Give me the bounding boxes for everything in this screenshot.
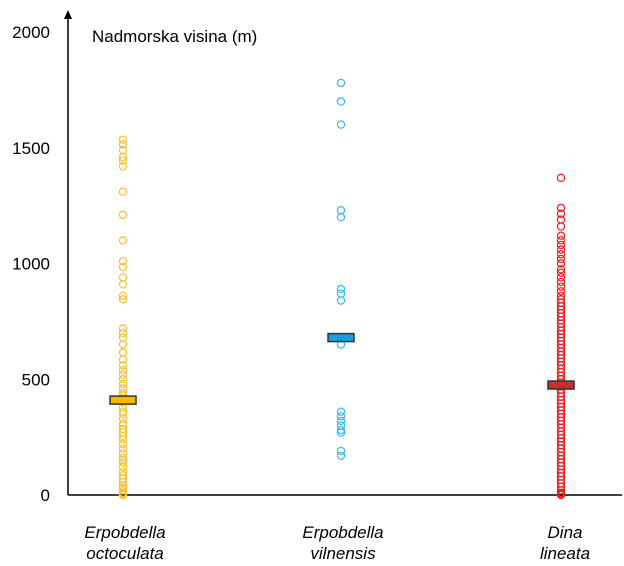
data-point (118, 486, 128, 495)
category-label-line1: Dina (547, 523, 583, 542)
data-point (118, 444, 128, 453)
y-tick-label: 2000 (12, 23, 50, 42)
data-point (336, 212, 346, 222)
data-point (336, 120, 346, 129)
category-label-line1: Erpobdella (302, 523, 384, 542)
data-point (118, 140, 128, 149)
category-label-line1: Erpobdella (84, 523, 166, 542)
data-points (118, 78, 566, 500)
data-point (556, 240, 566, 250)
data-point (556, 254, 566, 264)
data-point (556, 486, 566, 495)
data-point (118, 478, 128, 487)
data-point (118, 152, 128, 162)
data-point (118, 439, 128, 449)
data-point (556, 236, 566, 245)
data-point (118, 340, 128, 349)
data-point (118, 210, 128, 220)
data-point (556, 273, 566, 282)
data-point (556, 173, 566, 183)
data-point (118, 375, 128, 384)
data-point (336, 78, 346, 88)
data-point (118, 333, 128, 342)
data-point (118, 409, 128, 419)
data-point (556, 245, 566, 254)
data-point (118, 162, 128, 171)
data-point (336, 428, 346, 437)
axes: Nadmorska visina (m) (64, 10, 622, 496)
data-point (336, 425, 346, 435)
data-point (336, 407, 346, 416)
category-label-line2: lineata (539, 544, 591, 563)
y-tick-label: 500 (22, 370, 50, 389)
data-point (118, 273, 128, 282)
data-point (118, 135, 128, 144)
data-point (118, 370, 128, 379)
category-label-erpobdella-vilnensis: Erpobdella vilnensis (278, 522, 408, 564)
data-point (118, 365, 128, 375)
data-point (118, 463, 128, 472)
data-point (118, 291, 128, 301)
data-point (556, 250, 566, 259)
data-point (336, 296, 346, 305)
median-marker (109, 395, 137, 405)
data-point (118, 379, 128, 389)
category-label-line2: octoculata (86, 544, 164, 563)
data-point (118, 490, 128, 500)
data-point (118, 435, 128, 444)
data-point (118, 355, 128, 364)
data-point (118, 187, 128, 196)
median-marker (547, 380, 575, 390)
data-point (336, 446, 346, 456)
data-point (118, 431, 128, 441)
data-point (336, 416, 346, 426)
data-point (336, 97, 346, 106)
data-point (556, 231, 566, 240)
data-point (118, 262, 128, 272)
data-point (336, 206, 346, 215)
data-point (556, 268, 566, 277)
data-point (556, 209, 566, 218)
category-label-dina-lineata: Dina lineata (500, 522, 624, 564)
data-point (118, 295, 128, 304)
y-axis-label: Nadmorska visina (m) (92, 27, 257, 46)
data-point (118, 348, 128, 357)
data-point (336, 284, 346, 294)
y-tick-label: 1000 (12, 255, 50, 274)
category-label-erpobdella-octoculata: Erpobdella octoculata (60, 522, 190, 564)
data-point (118, 256, 128, 266)
data-point (556, 222, 566, 231)
data-point (118, 419, 128, 428)
data-point (118, 361, 128, 370)
data-point (118, 324, 128, 333)
data-point (556, 277, 566, 287)
data-point (556, 287, 566, 296)
data-point (118, 280, 128, 289)
data-point (118, 156, 128, 165)
data-point (118, 458, 128, 467)
median-marker (327, 332, 355, 343)
median-markers (109, 332, 575, 405)
data-point (336, 412, 346, 421)
data-point (556, 282, 566, 291)
data-point (118, 453, 128, 463)
data-point (336, 289, 346, 298)
data-point (556, 265, 566, 274)
data-point (556, 203, 566, 213)
data-point (556, 490, 566, 500)
y-axis-arrow (64, 10, 72, 19)
data-point (336, 451, 346, 460)
y-tick-labels: 0 500 1000 1500 2000 (12, 23, 50, 505)
y-tick-label: 1500 (12, 139, 50, 158)
data-point (118, 236, 128, 245)
y-tick-label: 0 (41, 486, 50, 505)
category-label-line2: vilnensis (310, 544, 376, 563)
data-point (556, 259, 566, 268)
data-point (118, 328, 128, 338)
